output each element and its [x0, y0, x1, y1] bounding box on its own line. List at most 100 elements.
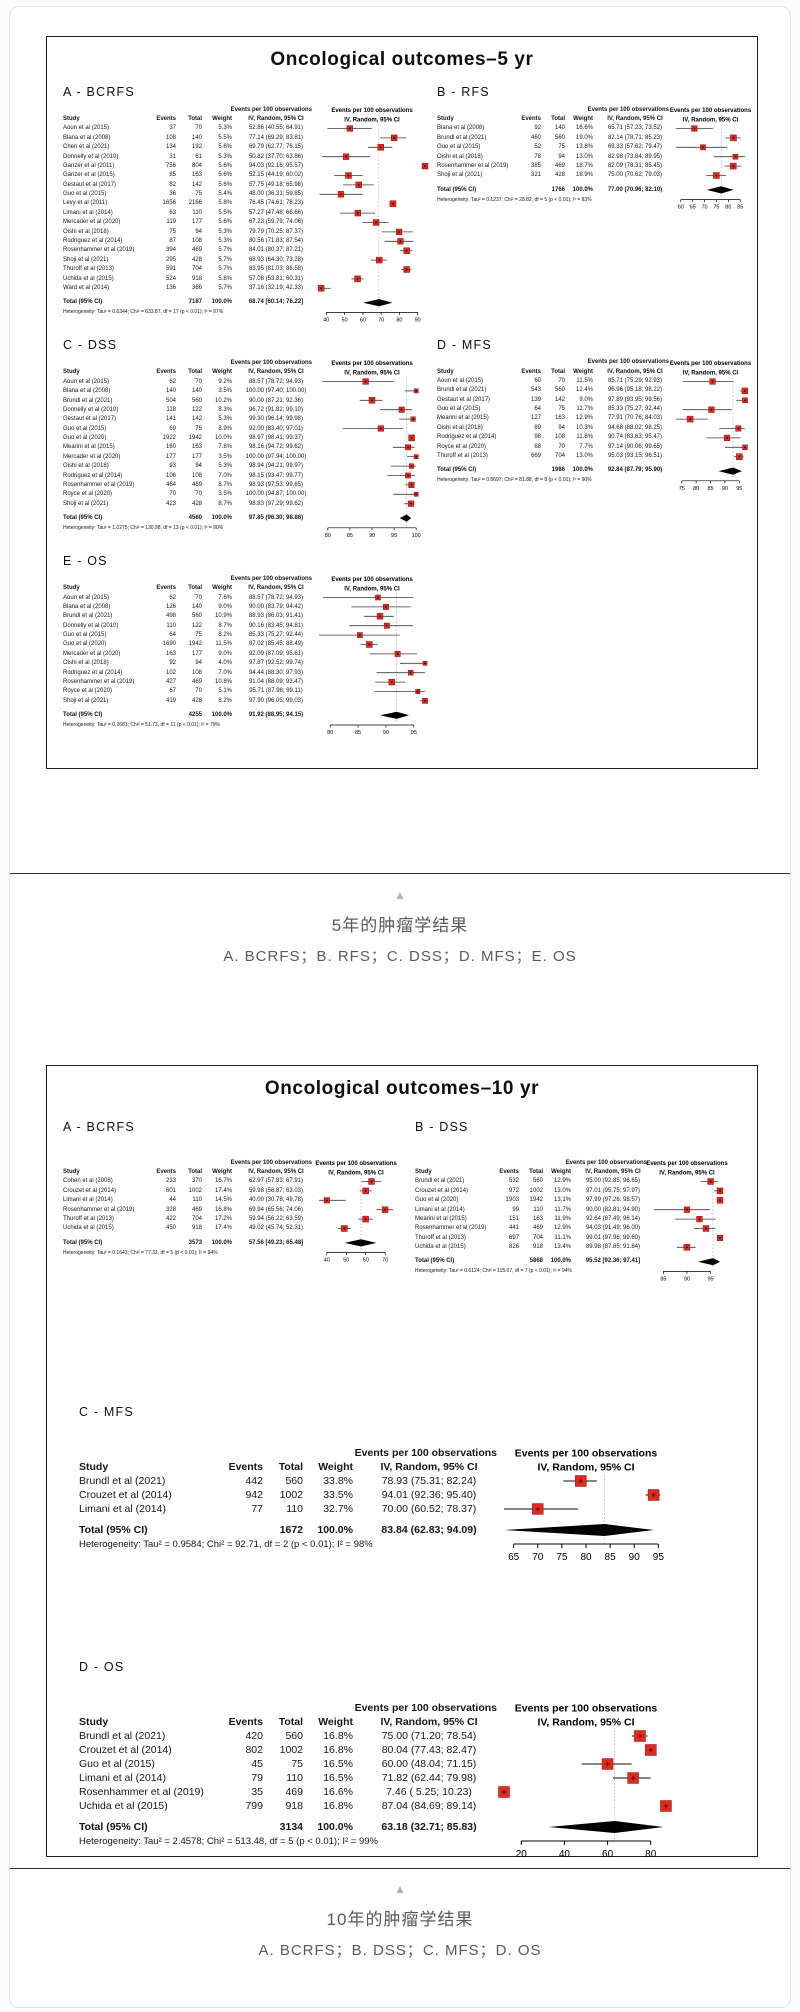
total-row-cell: 3134 [279, 1820, 303, 1833]
svg-text:70: 70 [378, 317, 384, 323]
forest-plot: Events per 100 observations IV, Random, 9… [316, 574, 428, 739]
study-row-cell: Rosenhammer et al (2019) [63, 1206, 135, 1213]
study-row-cell: 122 [191, 406, 202, 413]
study-row-cell: 177 [191, 650, 202, 657]
study-row-cell: 40.00 (30.78; 49.78) [248, 1197, 304, 1204]
study-row-cell: 370 [191, 1178, 202, 1185]
study-row: Mercader et al (2020) 163 177 9.0% 92.09 (87… [63, 649, 312, 658]
panel-b-dss: B - DSS Events per 100 observations Study E… [415, 1120, 745, 1285]
study-row-cell: 469 [285, 1785, 303, 1798]
study-row-cell: 163 [191, 444, 202, 451]
svg-text:90: 90 [629, 1552, 641, 1563]
study-row-cell: 97.14 (90.06; 99.65) [607, 443, 663, 450]
study-row-cell: 110 [192, 1197, 202, 1204]
study-row-cell: 98.97 (98.41; 99.37) [248, 435, 304, 442]
svg-text:Events per 100 observations: Events per 100 observations [670, 108, 752, 114]
table-header-row-cell: IV, Random, 95% CI [585, 1168, 641, 1175]
total-row: Total (95% CI) 1986 100.0% 92.84 (87.79; 95… [437, 466, 669, 475]
study-row: Royce et al (2020) 70 70 3.5% 100.00 (94.87;… [63, 490, 312, 499]
study-row-cell: Guo et al (2020) [415, 1197, 459, 1204]
study-row-cell: Thuroff et al (2013) [63, 1215, 114, 1222]
panel-label: B - RFS [437, 85, 490, 99]
study-row-cell: 799 [245, 1799, 263, 1812]
study-row-cell: Limani et al (2014) [79, 1771, 166, 1784]
figure-oncological-outcomes-5yr: Oncological outcomes–5 yr A - BCRFS Event… [46, 36, 758, 769]
study-row-cell: Cohen et al (2008) [63, 1178, 113, 1185]
study-row-cell: 321 [530, 172, 541, 179]
study-row-cell: 57.08 (53.81; 60.31) [248, 275, 304, 282]
caption-title-10yr: 10年的肿瘤学结果 [326, 1910, 474, 1929]
study-row-cell: Oishi et al (2018) [63, 463, 109, 470]
study-row-cell: 91.04 (88.09; 93.47) [248, 679, 304, 686]
study-row-cell: 5.5% [218, 134, 232, 141]
svg-text:100: 100 [412, 533, 421, 539]
study-row-cell: Gestaut et al (2017) [63, 416, 117, 423]
total-row-cell: 77.00 (70.96; 82.10) [607, 186, 663, 193]
study-row-cell: 94 [558, 153, 565, 160]
table-header-row-cell: IV, Random, 95% CI [380, 1460, 478, 1473]
study-row-cell: 8.2% [218, 632, 232, 639]
table-header-row-cell: Weight [573, 115, 593, 122]
study-row-cell: 94.68 (88.02; 98.25) [607, 424, 663, 431]
panel-mount-5yr-bcrfs: A - BCRFS Events per 100 observations Stud… [63, 85, 437, 326]
collapse-triangle-icon: ▲ [394, 1882, 406, 1896]
total-row-cell: 1986 [551, 467, 565, 474]
study-row-cell: 5.6% [218, 181, 232, 188]
study-row-cell: 560 [285, 1729, 303, 1742]
study-row-cell: 17.4% [214, 1225, 232, 1232]
study-row-cell: 62 [169, 378, 176, 385]
total-row-cell: Total (95% CI) [63, 712, 103, 719]
svg-text:60: 60 [363, 1258, 369, 1264]
study-row-cell: 82 [169, 181, 176, 188]
heterogeneity-note: Heterogeneity: Tau² = 0.9584; Chi² = 92.… [79, 1539, 373, 1551]
study-row-cell: 428 [191, 256, 202, 263]
total-row-cell: Total (95% CI) [63, 299, 103, 306]
study-row-cell: Brundl et al (2021) [79, 1474, 166, 1487]
study-row-cell: 142 [191, 181, 202, 188]
table-header-row: Study Events Total Weight IV, Random, 95% CI [63, 114, 312, 123]
study-row: Rosenhammer et al (2019) 328 469 16.8% 69.94… [63, 1205, 312, 1214]
table-header-row-cell: Weight [573, 368, 593, 375]
figure-oncological-outcomes-10yr: Oncological outcomes–10 yr A - BCRFS Even… [46, 1065, 758, 1860]
total-row-cell: 100.0% [572, 186, 593, 193]
study-row-cell: 918 [285, 1799, 303, 1812]
total-row: Total (95% CI) 7187 100.0% 68.74 [60.14; 76… [63, 298, 312, 307]
study-row-cell: 532 [508, 1178, 519, 1185]
svg-text:70: 70 [532, 1552, 544, 1563]
table-header-row-cell: Events [228, 1715, 263, 1728]
panel-d-os: D - OS Events per 100 observations Study Ev… [79, 1660, 745, 1861]
table-header-row-cell: IV, Random, 95% CI [248, 585, 304, 592]
figure-title-10yr: Oncological outcomes–10 yr [264, 1078, 540, 1099]
study-row-cell: 94 [195, 463, 202, 470]
study-row-cell: 5.7% [218, 266, 232, 273]
svg-text:60: 60 [602, 1849, 614, 1860]
study-table: Events per 100 observations Study Events To… [79, 1446, 497, 1550]
total-row-cell: 100.0% [317, 1820, 353, 1833]
svg-text:IV, Random, 95% CI: IV, Random, 95% CI [344, 117, 400, 123]
study-row: Chen et al (2021) 134 192 5.6% 69.79 (62.77;… [63, 143, 312, 152]
study-row: Rodriguez et al (2014) 87 108 5.3% 80.56 (71… [63, 236, 312, 245]
forest-plot-svg: Events per 100 observations IV, Random, 9… [646, 1161, 728, 1282]
study-row-cell: 126 [165, 603, 176, 610]
panel-mount-5yr-os: E - OS Events per 100 observations Study Ev… [63, 554, 437, 739]
study-row-cell: 79 [251, 1771, 263, 1784]
heterogeneity-note: Heterogeneity: Tau² = 2.4578; Chi² = 513… [79, 1836, 378, 1848]
section-divider [10, 873, 790, 874]
heterogeneity-note: Heterogeneity: Tau² = 0.6344; Chi² = 633… [63, 309, 224, 316]
study-row-cell: 98.83 (97.29; 99.62) [248, 500, 304, 507]
table-header-row: Study Events Total Weight IV, Random, 95% CI [437, 367, 669, 376]
study-row-cell: Rosenhammer et al (2019) [79, 1785, 204, 1798]
study-row-cell: Blana et al (2008) [437, 125, 485, 132]
study-row-cell: 16.8% [323, 1799, 353, 1812]
study-row-cell: 97.87 (92.52; 99.74) [248, 660, 304, 667]
study-row-cell: 93 [169, 463, 176, 470]
study-row: Thuroff et al (2013) 669 704 13.0% 95.03 (93… [437, 452, 669, 461]
total-row: Total (95% CI) 1766 100.0% 77.00 (70.96; 82… [437, 185, 669, 194]
study-row-cell: 11.5% [576, 377, 593, 384]
study-row-cell: 139 [530, 396, 541, 403]
study-row-cell: 50.82 (37.70; 63.86) [248, 153, 304, 160]
study-row-cell: 498 [165, 613, 176, 620]
study-row-cell: 110 [533, 1206, 543, 1213]
study-row-cell: 108 [165, 134, 176, 141]
study-row-cell: 11.6% [576, 434, 593, 441]
